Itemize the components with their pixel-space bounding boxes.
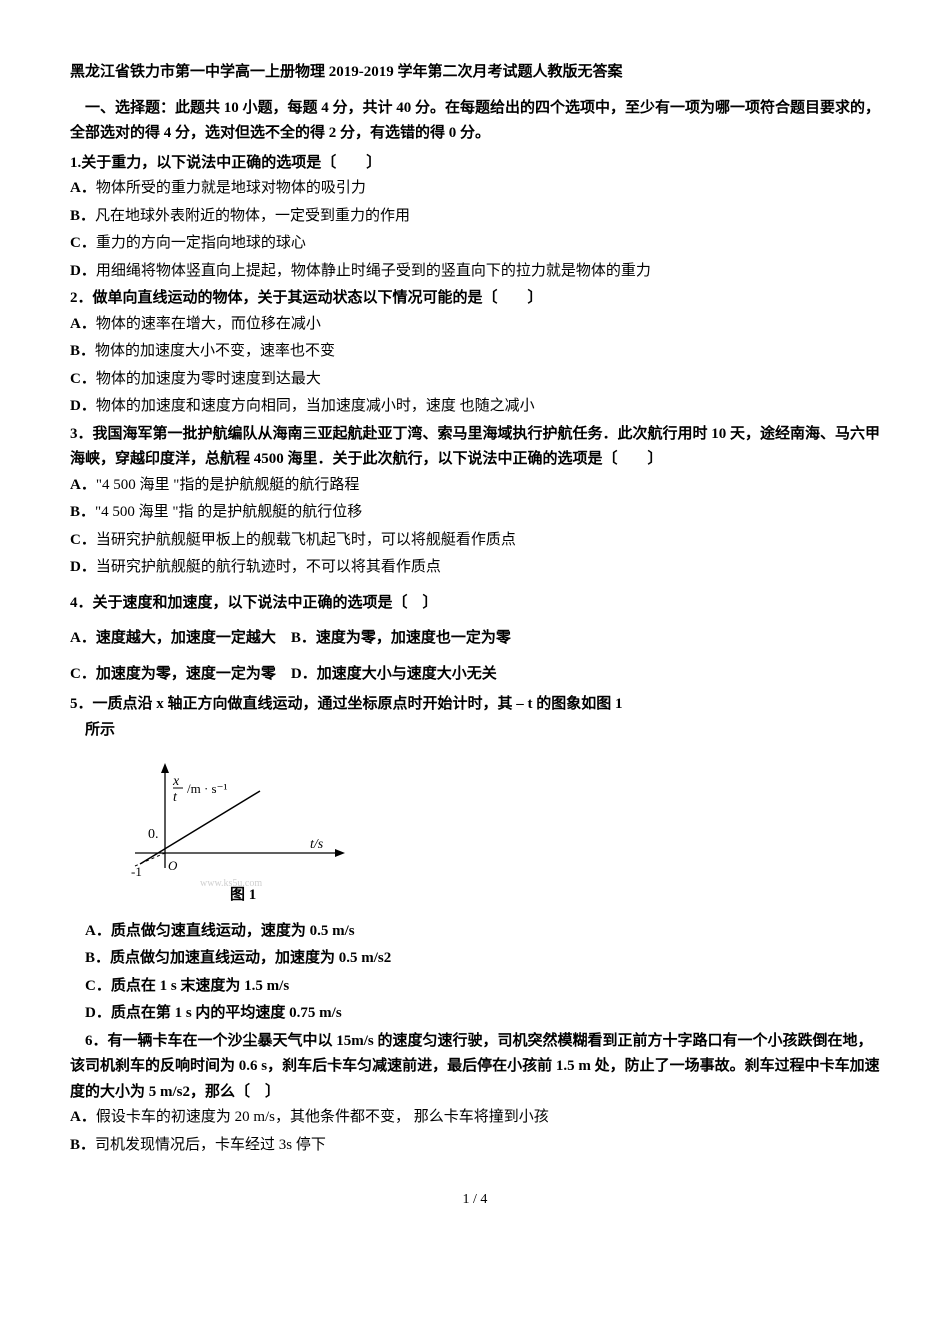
svg-text:x: x [172, 774, 180, 789]
svg-text:O: O [168, 858, 178, 873]
q3-option-a: A．"4 500 海里 "指的是护航舰艇的航行路程 [70, 473, 880, 499]
q4-line1: A．速度越大，加速度一定越大 B．速度为零，加速度也一定为零 [70, 626, 880, 652]
q5-option-b: B．质点做匀加速直线运动，加速度为 0.5 m/s2 [70, 946, 880, 972]
q1-option-d: D．用细绳将物体竖直向上提起，物体静止时绳子受到的竖直向下的拉力就是物体的重力 [70, 259, 880, 285]
q3-option-c: C．当研究护航舰艇甲板上的舰载飞机起飞时，可以将舰艇看作质点 [70, 528, 880, 554]
q1-option-c: C．重力的方向一定指向地球的球心 [70, 231, 880, 257]
q1-option-a: A．物体所受的重力就是地球对物体的吸引力 [70, 176, 880, 202]
q6-header: 6．有一辆卡车在一个沙尘暴天气中以 15m/s 的速度匀速行驶，司机突然模糊看到… [70, 1029, 880, 1106]
q3-header: 3．我国海军第一批护航编队从海南三亚起航赴亚丁湾、索马里海域执行护航任务．此次航… [70, 422, 880, 473]
q3-option-d: D．当研究护航舰艇的航行轨迹时，不可以将其看作质点 [70, 555, 880, 581]
q4-line2: C．加速度为零，速度一定为零 D．加速度大小与速度大小无关 [70, 662, 880, 688]
q5-figure: x t /m · s⁻¹ 0. t/s -1 O www.ks5u.com 图 … [105, 758, 880, 909]
svg-text:0.: 0. [148, 827, 159, 842]
question-6: 6．有一辆卡车在一个沙尘暴天气中以 15m/s 的速度匀速行驶，司机突然模糊看到… [70, 1029, 880, 1159]
question-2: 2．做单向直线运动的物体，关于其运动状态以下情况可能的是〔 〕 A．物体的速率在… [70, 286, 880, 420]
svg-text:t: t [173, 790, 178, 805]
q5-figure-caption: 图 1 [230, 883, 880, 909]
q6-option-b: B．司机发现情况后，卡车经过 3s 停下 [70, 1133, 880, 1159]
exam-title: 黑龙江省铁力市第一中学高一上册物理 2019-2019 学年第二次月考试题人教版… [70, 60, 880, 86]
svg-text:-1: -1 [131, 864, 142, 879]
q2-header: 2．做单向直线运动的物体，关于其运动状态以下情况可能的是〔 〕 [70, 286, 880, 312]
q6-option-a: A．假设卡车的初速度为 20 m/s，其他条件都不变， 那么卡车将撞到小孩 [70, 1105, 880, 1131]
svg-text:t/s: t/s [310, 837, 324, 852]
q5-header: 5．一质点沿 x 轴正方向做直线运动，通过坐标原点时开始计时，其 – t 的图象… [70, 692, 880, 718]
q1-header: 1.关于重力，以下说法中正确的选项是〔 〕 [70, 151, 880, 177]
q2-option-c: C．物体的加速度为零时速度到达最大 [70, 367, 880, 393]
section-1-header: 一、选择题：此题共 10 小题，每题 4 分，共计 40 分。在每题给出的四个选… [70, 96, 880, 147]
page-number: 1 / 4 [70, 1188, 880, 1212]
q2-option-b: B．物体的加速度大小不变，速率也不变 [70, 339, 880, 365]
q5-option-c: C．质点在 1 s 末速度为 1.5 m/s [70, 974, 880, 1000]
question-1: 1.关于重力，以下说法中正确的选项是〔 〕 A．物体所受的重力就是地球对物体的吸… [70, 151, 880, 285]
q4-header: 4．关于速度和加速度，以下说法中正确的选项是〔 〕 [70, 591, 880, 617]
q2-option-a: A．物体的速率在增大，而位移在减小 [70, 312, 880, 338]
svg-text:/m · s⁻¹: /m · s⁻¹ [187, 781, 227, 796]
q5-graph-svg: x t /m · s⁻¹ 0. t/s -1 O www.ks5u.com [105, 758, 365, 888]
q3-option-b: B．"4 500 海里 "指 的是护航舰艇的航行位移 [70, 500, 880, 526]
q5-suoshi: 所示 [70, 718, 880, 744]
question-5: 5．一质点沿 x 轴正方向做直线运动，通过坐标原点时开始计时，其 – t 的图象… [70, 692, 880, 1027]
question-3: 3．我国海军第一批护航编队从海南三亚起航赴亚丁湾、索马里海域执行护航任务．此次航… [70, 422, 880, 581]
q5-option-d: D．质点在第 1 s 内的平均速度 0.75 m/s [70, 1001, 880, 1027]
q1-option-b: B．凡在地球外表附近的物体，一定受到重力的作用 [70, 204, 880, 230]
q2-option-d: D．物体的加速度和速度方向相同，当加速度减小时，速度 也随之减小 [70, 394, 880, 420]
q5-option-a: A．质点做匀速直线运动，速度为 0.5 m/s [70, 919, 880, 945]
